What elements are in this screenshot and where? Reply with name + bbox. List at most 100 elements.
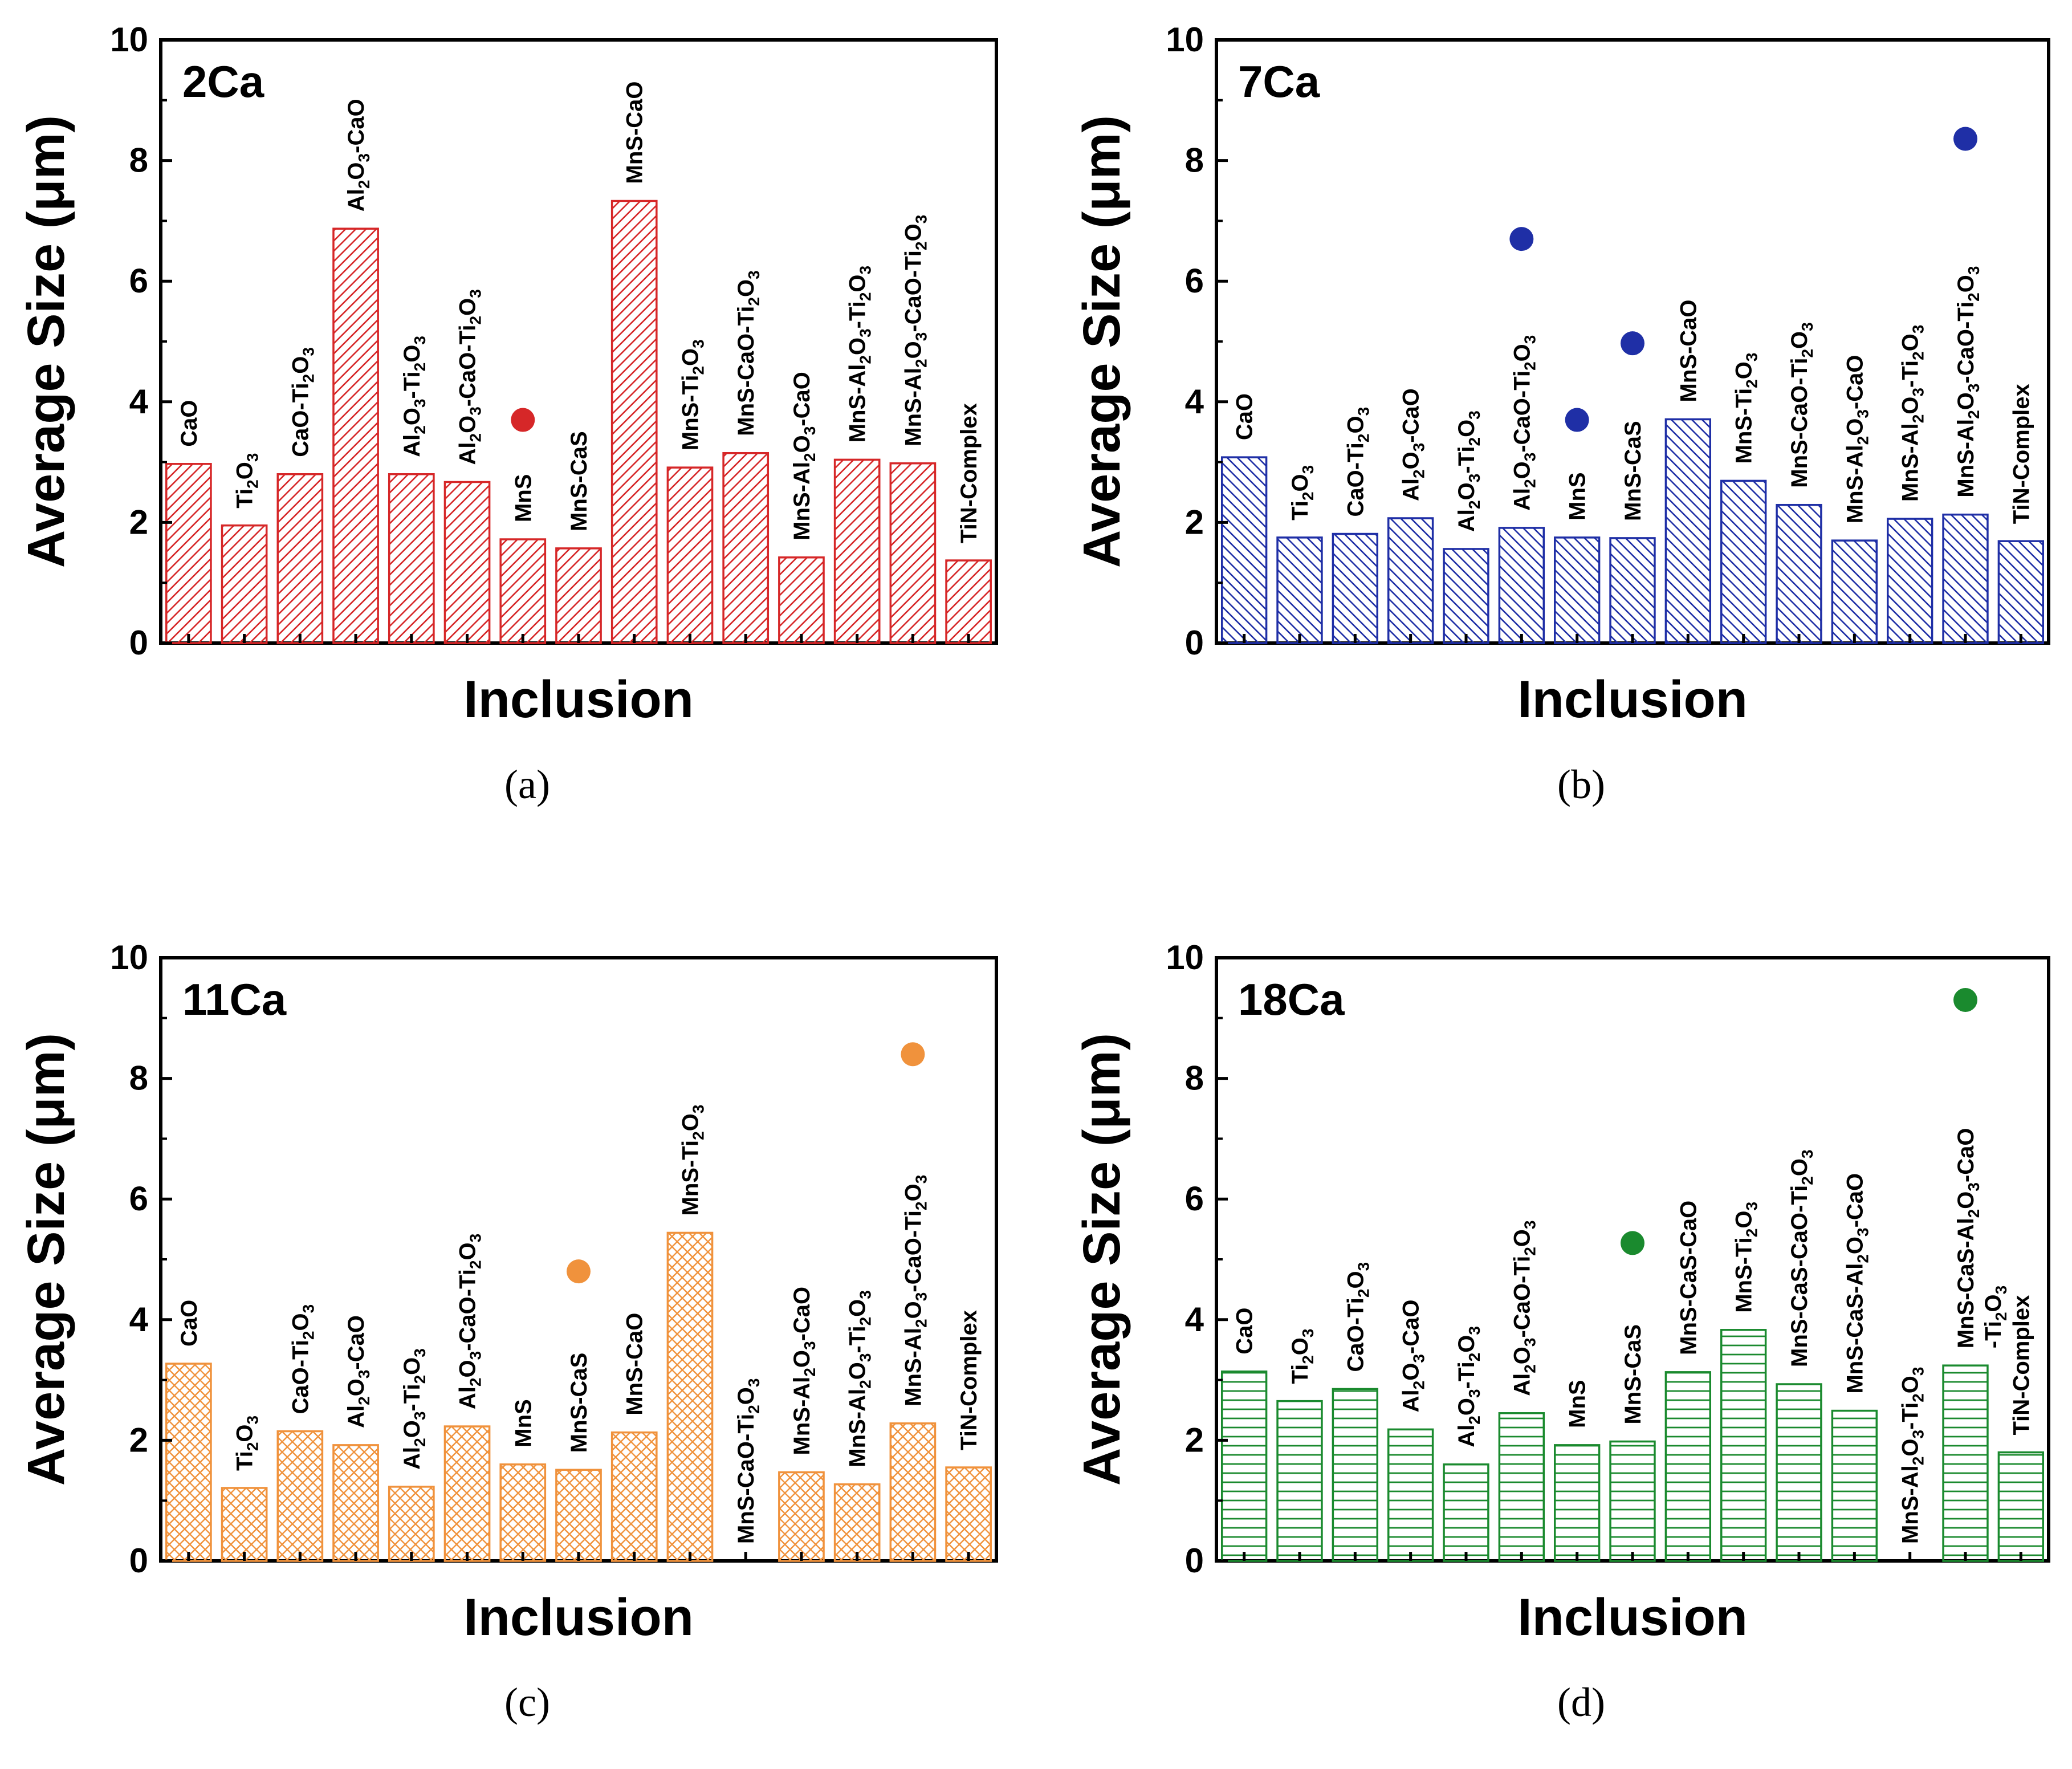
label-subscript: 3 [912, 332, 930, 341]
category-label: Ti2O3 [1288, 1329, 1317, 1384]
bar-MnS-CaS-Al2O3-CaO [1831, 1409, 1878, 1562]
label-run: O [1454, 482, 1479, 500]
label-subscript: 3 [1410, 1354, 1428, 1363]
label-run: O [344, 162, 369, 180]
bar-Al2O3-CaO [1387, 1428, 1434, 1562]
label-subscript: 3 [857, 1353, 874, 1363]
bar-Ti2O3 [221, 524, 268, 644]
category-label: Al2O3-Ti2O3 [1454, 1326, 1483, 1447]
bar-Al2O3-Ti2O3 [1443, 548, 1489, 644]
label-subscript: 3 [1965, 1182, 1983, 1191]
label-subscript: 3 [1299, 1329, 1317, 1338]
label-run: Al [455, 442, 481, 465]
label-subscript: 2 [355, 180, 373, 189]
label-subscript: 3 [411, 1412, 429, 1421]
category-label: MnS-CaS-Al2O3-CaO [1953, 1128, 1983, 1348]
category-label: MnS-Al2O3-Ti2O3 [845, 266, 874, 442]
label-run: MnS-CaO-Ti [734, 1414, 759, 1544]
panel-caption: (c) [504, 1679, 550, 1725]
category-label-line2: -Ti2O3 [1981, 1286, 2010, 1348]
bar-MnS-Al2O3-CaO [778, 1471, 825, 1562]
label-run: Al [1399, 1389, 1424, 1412]
bar-MnS-Ti2O3 [1720, 1329, 1767, 1562]
label-run: O [789, 435, 815, 453]
label-subscript: 2 [1521, 361, 1538, 371]
label-run: -CaO [1399, 1299, 1424, 1354]
x-axis-label: Inclusion [1517, 670, 1748, 729]
label-run: MnS-Al [901, 368, 926, 446]
label-run: Al [1509, 488, 1534, 511]
label-run: O [455, 1242, 481, 1260]
category-label: MnS-Al2O3-CaO-Ti2O3 [901, 215, 930, 446]
marker-dot [1621, 1231, 1644, 1255]
label-run: -Ti [400, 1384, 425, 1411]
panel-title: 2Ca [182, 56, 264, 107]
y-axis-label: Average Size (μm) [17, 115, 75, 568]
category-label: Ti2O3 [1288, 465, 1317, 520]
label-run: MnS [511, 474, 536, 522]
label-subscript: 3 [689, 339, 707, 348]
category-label: MnS-CaO [622, 1313, 648, 1416]
bar-Al2O3-CaO-Ti2O3 [1498, 1412, 1545, 1562]
label-run: O [1981, 1294, 2006, 1312]
category-label: MnS-Ti2O3 [1732, 353, 1761, 464]
label-run: -CaO-Ti [1509, 371, 1534, 453]
bar-MnS-Al2O3-CaO [1831, 539, 1878, 644]
category-label: Ti2O3 [233, 1416, 262, 1471]
label-subscript: 3 [857, 266, 874, 275]
label-run: O [1399, 452, 1424, 469]
label-subscript: 3 [912, 1175, 930, 1184]
y-tick-label: 8 [1185, 1059, 1204, 1097]
label-run: O [1288, 474, 1313, 491]
label-subscript: 2 [1910, 351, 1927, 360]
label-run: -CaO [1399, 388, 1424, 443]
label-run: O [1953, 392, 1979, 410]
panel-caption: (b) [1557, 762, 1605, 807]
y-tick-label: 6 [1185, 1180, 1204, 1218]
y-tick-label: 2 [1185, 503, 1204, 541]
category-label: CaO [1232, 1308, 1257, 1355]
label-run: O [1343, 1271, 1368, 1288]
label-run: MnS [511, 1399, 536, 1447]
label-subscript: 3 [1521, 1338, 1538, 1347]
label-subscript: 3 [912, 215, 930, 224]
label-subscript: 2 [1965, 1209, 1983, 1218]
label-run: O [1732, 1211, 1757, 1229]
y-tick-label: 0 [1185, 1542, 1204, 1580]
label-run: MnS-Al [1842, 445, 1867, 523]
bar-Ti2O3 [1276, 1400, 1323, 1562]
label-subscript: 2 [1521, 1247, 1538, 1256]
label-run: MnS-Ti [678, 1140, 703, 1216]
label-run: O [400, 408, 425, 425]
label-subscript: 2 [1299, 1355, 1317, 1364]
bar-MnS-CaO [610, 200, 658, 644]
label-run: O [233, 1424, 258, 1442]
label-run: MnS-Al [1953, 419, 1979, 498]
label-run: O [344, 1378, 369, 1396]
bar-MnS-Al2O3-CaO-Ti2O3 [889, 1422, 937, 1562]
label-run: O [455, 416, 481, 433]
bar-Al2O3-CaO-Ti2O3 [443, 481, 491, 644]
label-run: O [734, 279, 759, 297]
label-run: O [400, 1357, 425, 1375]
label-subscript: 3 [1910, 388, 1927, 397]
label-run: MnS-CaO [622, 81, 648, 184]
category-label: Al2O3-CaO-Ti2O3 [1509, 1221, 1538, 1396]
category-label: MnS-Al2O3-CaO [789, 1287, 819, 1455]
label-subscript: 2 [1743, 1229, 1761, 1238]
label-subscript: 2 [745, 297, 763, 306]
label-subscript: 2 [1910, 1457, 1927, 1466]
label-run: CaO-Ti [1343, 1298, 1368, 1372]
label-subscript: 2 [912, 359, 930, 368]
label-run: CaO [1232, 393, 1257, 440]
label-subscript: 2 [299, 1331, 317, 1340]
bar-MnS-Al2O3-CaO [778, 556, 825, 644]
label-subscript: 2 [467, 1377, 485, 1386]
label-subscript: 3 [912, 1292, 930, 1302]
label-subscript: 2 [857, 292, 874, 302]
label-run: O [1399, 1363, 1424, 1381]
label-run: O [1787, 331, 1812, 349]
label-subscript: 3 [1410, 443, 1428, 452]
